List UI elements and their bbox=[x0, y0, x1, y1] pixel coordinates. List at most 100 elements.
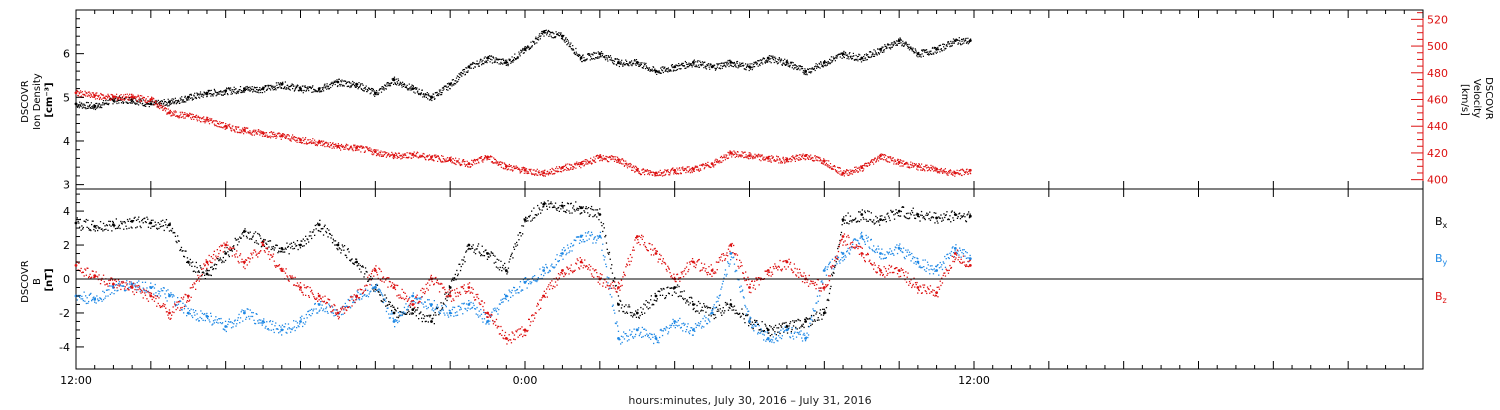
density-axis-ticks: 3 4 5 6 bbox=[63, 18, 84, 192]
legend-by: By bbox=[1435, 252, 1448, 267]
bz-point-37 bbox=[766, 269, 770, 272]
bx-point-17 bbox=[392, 311, 396, 315]
bz-point-10 bbox=[261, 243, 265, 247]
bz-point-24 bbox=[523, 328, 527, 332]
velocity-label-line3: [km/s] bbox=[1459, 84, 1470, 116]
bz-trace bbox=[76, 233, 971, 345]
bz-point-31 bbox=[654, 252, 658, 255]
bx-point-37 bbox=[766, 328, 770, 332]
by-point-29 bbox=[617, 337, 620, 340]
by-point-17 bbox=[392, 320, 396, 323]
density-tick-label-3: 3 bbox=[63, 179, 70, 192]
by-point-46 bbox=[935, 269, 938, 272]
bz-point-36 bbox=[748, 286, 751, 289]
bz-point-14 bbox=[336, 311, 340, 315]
field-tick-label-0: 0 bbox=[63, 273, 70, 286]
field-tick-label-2: 2 bbox=[63, 239, 70, 252]
bz-point-42 bbox=[860, 252, 864, 255]
bx-point-35 bbox=[729, 303, 733, 306]
field-label-line3: [nT] bbox=[44, 268, 55, 291]
bz-point-43 bbox=[879, 269, 882, 272]
field-axis-label: DSCOVR B [nT] bbox=[20, 257, 55, 303]
bx-point-14 bbox=[336, 243, 340, 247]
bx-point-2 bbox=[112, 223, 115, 227]
bz-point-9 bbox=[243, 260, 246, 264]
by-point-32 bbox=[673, 320, 677, 323]
velocity-label-line2: Velocity bbox=[1471, 79, 1482, 118]
velocity-tick-label-440: 440 bbox=[1427, 120, 1448, 133]
velocity-tick-label-460: 460 bbox=[1427, 94, 1448, 107]
velocity-tick-label-420: 420 bbox=[1427, 147, 1448, 160]
bx-point-18 bbox=[411, 308, 415, 311]
bz-point-29 bbox=[617, 286, 620, 289]
by-point-35 bbox=[729, 252, 733, 255]
velocity-tick-label-500: 500 bbox=[1427, 40, 1448, 53]
density-trace bbox=[76, 29, 972, 111]
by-point-34 bbox=[710, 311, 714, 315]
bz-point-21 bbox=[467, 286, 471, 289]
bz-point-46 bbox=[935, 291, 938, 294]
bx-point-40 bbox=[822, 311, 826, 315]
bx-point-20 bbox=[448, 286, 452, 289]
bx-point-28 bbox=[598, 213, 602, 216]
by-trace bbox=[76, 231, 971, 345]
bz-point-30 bbox=[635, 235, 639, 238]
velocity-point-38 bbox=[785, 158, 789, 162]
bx-point-15 bbox=[355, 260, 358, 264]
density-tick-label-6: 6 bbox=[63, 48, 70, 61]
bx-point-27 bbox=[579, 206, 583, 210]
density-velocity-points bbox=[74, 29, 972, 177]
velocity-axis-label: DSCOVR Velocity [km/s] bbox=[1459, 77, 1494, 123]
by-point-27 bbox=[579, 235, 583, 238]
density-axis-label: DSCOVR Ion Density [cm⁻³] bbox=[20, 70, 55, 130]
bz-point-7 bbox=[205, 260, 209, 264]
by-point-33 bbox=[692, 328, 695, 332]
velocity-label-line1: DSCOVR bbox=[1483, 77, 1494, 120]
magnetic-field-panel: -4 -2 0 2 4 DSCOVR B [nT] Bx By Bz bbox=[20, 188, 1448, 370]
bz-point-5 bbox=[168, 311, 171, 315]
magnetic-field-points bbox=[74, 200, 972, 345]
field-label-line1: DSCOVR bbox=[20, 260, 31, 303]
velocity-point-25 bbox=[542, 171, 546, 175]
bz-point-12 bbox=[299, 286, 302, 289]
by-point-12 bbox=[299, 320, 302, 323]
bz-point-16 bbox=[373, 269, 377, 272]
density-point-44 bbox=[897, 39, 901, 42]
field-tick-label--4: -4 bbox=[59, 341, 70, 354]
by-point-42 bbox=[860, 235, 864, 238]
bx-point-21 bbox=[467, 243, 471, 247]
field-tick-label-4: 4 bbox=[63, 205, 70, 218]
bz-point-6 bbox=[186, 294, 190, 298]
bz-point-27 bbox=[579, 260, 583, 264]
bz-point-22 bbox=[486, 311, 489, 315]
x-tick-label-36: 12:00 bbox=[958, 374, 990, 387]
bx-point-48 bbox=[968, 214, 972, 218]
by-point-47 bbox=[953, 247, 957, 250]
bz-point-48 bbox=[968, 264, 972, 267]
density-tick-label-5: 5 bbox=[63, 91, 70, 104]
field-axis-ticks: -4 -2 0 2 4 bbox=[59, 193, 84, 354]
bx-point-25 bbox=[542, 202, 546, 206]
top-panel-frame bbox=[75, 9, 1424, 190]
bx-trace bbox=[76, 200, 971, 337]
by-point-36 bbox=[748, 320, 751, 323]
bx-point-31 bbox=[654, 294, 658, 298]
bz-point-0 bbox=[74, 264, 78, 267]
density-velocity-panel: 3 4 5 6 400 420 440 460 480 500 520 DSCOVR Ion De… bbox=[20, 9, 1494, 192]
density-label-line1: DSCOVR bbox=[20, 80, 31, 123]
legend-bx: Bx bbox=[1435, 215, 1448, 230]
x-axis-label: hours:minutes, July 30, 2016 – July 31, … bbox=[628, 394, 872, 407]
bx-point-41 bbox=[841, 218, 845, 222]
velocity-tick-label-520: 520 bbox=[1427, 13, 1448, 26]
bz-point-45 bbox=[916, 286, 920, 289]
x-tick-label-24: 0:00 bbox=[513, 374, 538, 387]
field-label-line2: B bbox=[32, 278, 43, 285]
by-point-1 bbox=[93, 298, 97, 301]
bz-point-20 bbox=[448, 294, 452, 298]
field-tick-label--2: -2 bbox=[59, 307, 70, 320]
density-label-line2: Ion Density bbox=[32, 73, 43, 130]
bz-point-41 bbox=[841, 235, 845, 238]
density-point-1 bbox=[93, 104, 97, 108]
legend-bz: Bz bbox=[1435, 290, 1447, 305]
bx-point-13 bbox=[317, 223, 321, 227]
